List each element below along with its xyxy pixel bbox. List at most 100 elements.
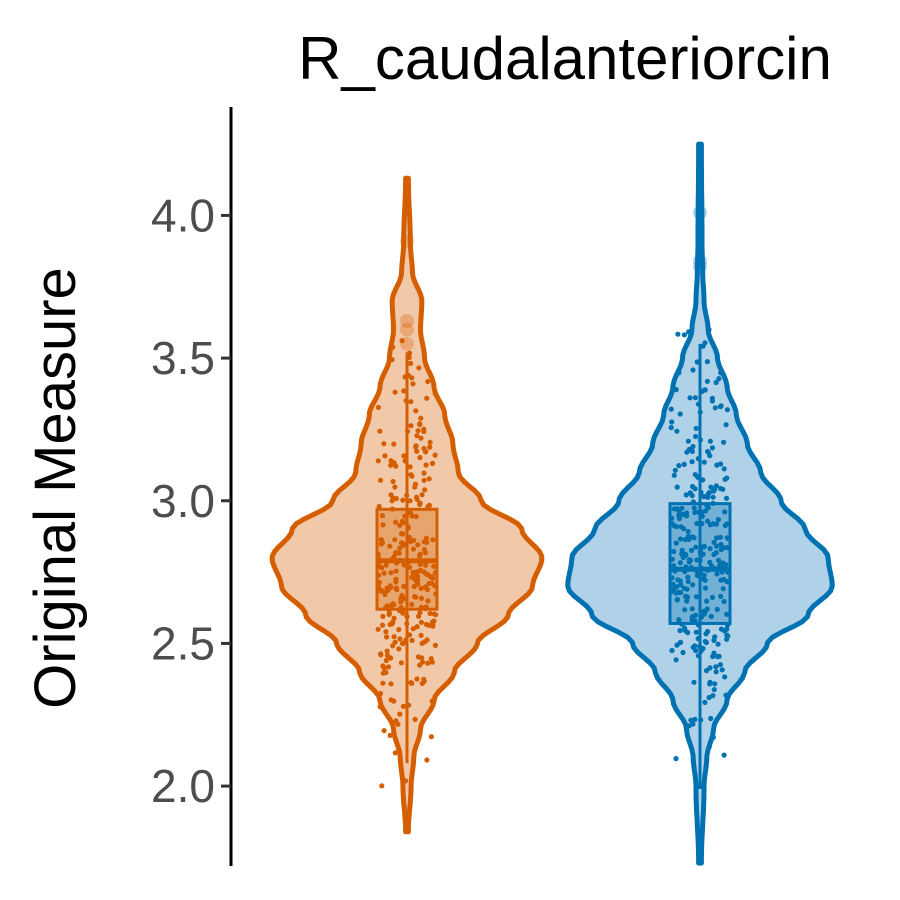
data-point	[400, 542, 406, 549]
data-point	[377, 704, 383, 710]
data-point	[685, 574, 691, 580]
data-point	[689, 483, 696, 490]
data-point	[677, 536, 684, 542]
data-point	[681, 461, 687, 467]
data-point	[413, 408, 419, 414]
data-point	[418, 619, 424, 625]
data-point	[401, 453, 407, 459]
data-point	[711, 650, 717, 656]
data-point	[419, 492, 425, 498]
data-point	[706, 694, 712, 701]
data-point	[412, 594, 418, 600]
data-point	[686, 446, 693, 452]
data-point	[399, 338, 405, 344]
outlier-point	[400, 322, 414, 337]
data-point	[688, 547, 695, 554]
data-point	[381, 728, 387, 734]
data-point	[413, 513, 419, 520]
outlier-point	[693, 259, 707, 274]
data-point	[429, 698, 435, 704]
data-point	[693, 433, 699, 440]
data-point	[402, 778, 409, 784]
data-point	[375, 404, 381, 410]
data-point	[722, 628, 728, 634]
data-point	[707, 453, 713, 459]
data-point	[390, 344, 396, 350]
data-point	[702, 585, 709, 591]
data-point	[391, 554, 397, 560]
data-point	[721, 466, 727, 472]
data-point	[684, 598, 690, 604]
data-point	[427, 439, 433, 445]
data-point	[426, 622, 432, 628]
data-point	[421, 477, 427, 483]
data-point	[711, 637, 717, 644]
data-point	[691, 505, 697, 511]
data-point	[414, 433, 420, 439]
data-point	[676, 463, 682, 469]
data-point	[716, 376, 722, 382]
data-point	[693, 629, 699, 635]
data-point	[419, 680, 425, 687]
y-axis-ticks: 2.0 2.5 3.0 3.5 4.0	[151, 189, 231, 812]
data-point	[397, 545, 403, 551]
data-point	[689, 493, 695, 499]
data-point	[693, 425, 699, 431]
data-point	[723, 562, 729, 568]
data-point	[388, 681, 394, 687]
data-point	[396, 627, 402, 633]
data-point	[428, 734, 434, 740]
data-point	[378, 651, 384, 657]
data-point	[401, 583, 407, 590]
data-point	[673, 657, 679, 663]
data-point	[704, 359, 711, 365]
data-point	[718, 593, 724, 600]
data-point	[375, 626, 381, 632]
data-point	[397, 636, 403, 642]
data-point	[717, 485, 724, 492]
data-point	[430, 537, 436, 543]
data-point	[714, 571, 720, 577]
violin-group	[269, 175, 545, 835]
data-point	[693, 594, 700, 600]
data-point	[426, 476, 432, 482]
data-point	[690, 582, 696, 588]
data-point	[691, 679, 697, 685]
data-point	[397, 711, 403, 717]
data-point	[703, 639, 710, 646]
data-point	[674, 484, 680, 490]
data-point	[713, 379, 719, 386]
outlier-point	[400, 314, 414, 329]
data-point	[708, 484, 714, 490]
data-point	[418, 632, 424, 639]
data-point	[678, 639, 684, 645]
data-point	[390, 478, 396, 485]
data-point	[389, 357, 395, 363]
data-point	[717, 534, 724, 540]
data-point	[692, 643, 698, 649]
data-point	[419, 640, 425, 647]
data-point	[668, 425, 674, 431]
data-point	[677, 578, 684, 584]
data-point	[706, 490, 712, 496]
data-point	[717, 662, 724, 668]
data-point	[701, 459, 707, 465]
data-point	[705, 448, 711, 455]
data-point	[709, 594, 716, 601]
data-point	[430, 575, 436, 581]
data-point	[670, 586, 676, 593]
data-point	[706, 327, 712, 333]
data-point	[721, 752, 727, 758]
data-point	[427, 444, 433, 450]
data-point	[682, 593, 689, 600]
data-point	[708, 715, 714, 722]
data-point	[724, 632, 730, 638]
data-point	[688, 717, 694, 723]
data-point	[409, 375, 415, 381]
data-point	[423, 571, 430, 577]
data-point	[425, 660, 431, 666]
data-point	[384, 603, 390, 609]
data-point	[393, 579, 399, 585]
data-point	[724, 407, 731, 413]
data-point	[670, 581, 676, 587]
